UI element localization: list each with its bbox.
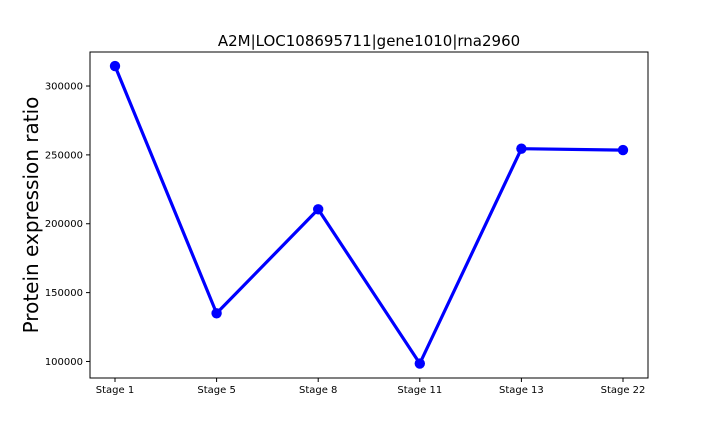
series-layer [109,60,629,369]
y-tick-label: 250000 [45,150,83,161]
data-point [617,144,629,156]
data-point [211,308,222,319]
data-point [414,358,425,369]
series-line [113,64,625,366]
y-axis: 100000 150000 200000 250000 300000 [45,82,90,368]
x-axis: Stage 1 Stage 5 Stage 8 Stage 11 Stage 13 Sta… [96,378,646,396]
x-tick-label: Stage 13 [499,385,544,396]
x-tick-label: Stage 1 [96,385,134,396]
x-tick-label: Stage 22 [601,385,646,396]
y-axis-label: Protein expression ratio [19,97,43,334]
chart-title: A2M|LOC108695711|gene1010|rna2960 [218,32,520,50]
data-point [109,60,121,72]
x-tick-label: Stage 8 [299,385,337,396]
y-tick-label: 200000 [45,219,83,230]
plot-frame [89,51,649,379]
x-tick-label: Stage 11 [397,385,442,396]
plot-area [90,52,648,378]
y-tick-label: 300000 [45,82,83,93]
x-tick-label: Stage 5 [197,385,235,396]
data-point [516,143,527,154]
y-tick-label: 150000 [45,288,83,299]
y-tick-label: 100000 [45,357,83,368]
data-point [313,204,324,215]
